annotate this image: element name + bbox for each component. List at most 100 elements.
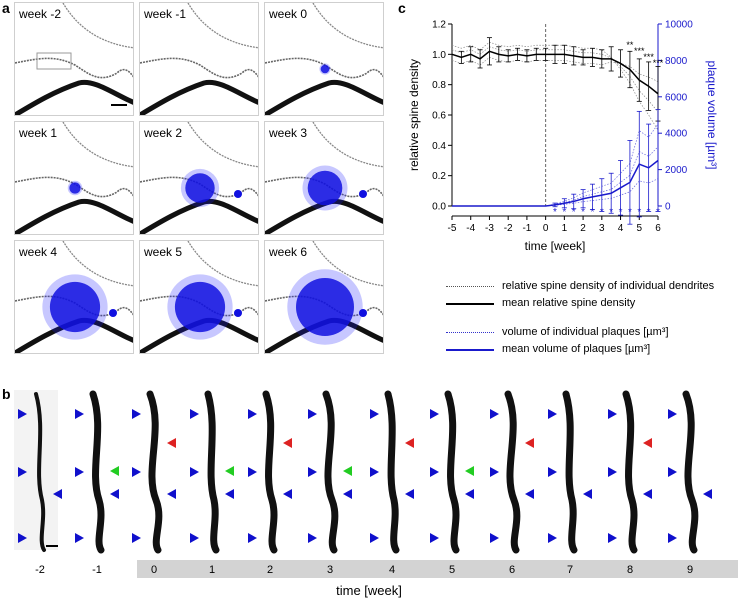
left-axis-label: relative spine density (407, 59, 421, 171)
left-tick-label: 0.2 (432, 171, 446, 182)
spine-arrowhead (370, 467, 379, 477)
spine-arrowhead (490, 533, 499, 543)
spine-arrowhead (308, 409, 317, 419)
right-tick-label: 0 (665, 202, 671, 213)
dendrite-top (312, 122, 383, 168)
dendrite-top (312, 241, 383, 287)
spine-arrowhead (583, 489, 592, 499)
spine-arrowhead (167, 489, 176, 499)
legend-label: relative spine density of individual den… (502, 280, 715, 292)
x-tick-label: -5 (448, 223, 457, 234)
dendrite-segment (682, 390, 699, 554)
spine-arrowhead (343, 489, 352, 499)
spine-arrowhead (430, 533, 439, 543)
legend-swatch (446, 303, 494, 305)
spine-arrowhead (608, 533, 617, 543)
right-tick-label: 6000 (665, 92, 688, 103)
mean-plaque-volume-line (452, 159, 659, 207)
plaque-significance-star: * (656, 207, 660, 218)
micrograph-week-label: week 1 (19, 126, 58, 140)
strip-time-label: 3 (326, 564, 334, 576)
micrograph-week-label: week -1 (144, 7, 187, 21)
spine-arrowhead (608, 409, 617, 419)
spine-arrowhead (608, 467, 617, 477)
micrograph-tile: week -1 (139, 2, 259, 116)
spine-arrowhead (643, 489, 652, 499)
x-tick-label: 5 (636, 223, 642, 234)
new-spine-arrowhead (110, 466, 119, 476)
micrograph-image (140, 122, 258, 234)
spine-arrowhead (75, 467, 84, 477)
right-tick-label: 8000 (665, 56, 688, 67)
micrograph-week-label: week 3 (269, 126, 308, 140)
dendrite-segment (384, 390, 400, 554)
plaque-small (234, 190, 242, 198)
individual-plaque-trace (452, 178, 659, 207)
spine-arrowhead (132, 533, 141, 543)
micrograph-image (265, 241, 383, 353)
zoom-region-box (36, 52, 72, 70)
spine-arrowhead (75, 533, 84, 543)
dendrite-top (62, 3, 133, 49)
spine-arrowhead (248, 533, 257, 543)
strip-time-label: 9 (686, 564, 694, 576)
spine-arrowhead (465, 489, 474, 499)
spine-arrowhead (668, 467, 677, 477)
dendrite-thick (15, 79, 133, 115)
spine-significance-stars: *** (653, 58, 664, 68)
plaque-significance-star: * (619, 207, 623, 218)
dendrite-top (187, 122, 258, 168)
strip-time-label: 7 (566, 564, 574, 576)
strip-time-label: -2 (35, 564, 45, 576)
spine-arrowhead (525, 489, 534, 499)
micrograph-tile: week -2 (14, 2, 134, 116)
strip-time-label: 8 (626, 564, 634, 576)
lost-spine-arrowhead (167, 438, 176, 448)
right-tick-label: 10000 (665, 20, 693, 31)
micrograph-week-label: week 6 (269, 245, 308, 259)
x-tick-label: 4 (618, 223, 624, 234)
new-spine-arrowhead (225, 466, 234, 476)
panel-b-xlabel: time [week] (336, 583, 402, 598)
plaque-significance-star: * (637, 207, 641, 218)
strip-time-label: 5 (448, 564, 456, 576)
legend-swatch (446, 332, 494, 333)
spine-arrowhead (703, 489, 712, 499)
strip-time-label: 6 (508, 564, 516, 576)
dendrite-segment (262, 390, 278, 554)
spine-arrowhead (548, 409, 557, 419)
micrograph-tile: week 1 (14, 121, 134, 235)
legend-label: volume of individual plaques [µm³] (502, 326, 669, 338)
dendrite-top (187, 241, 258, 287)
panel-b-letter: b (2, 386, 11, 402)
plaque (307, 170, 343, 206)
spine-density-plaque-chart: 0.00.20.40.60.81.01.20200040006000800010… (407, 20, 719, 254)
spine-arrowhead (132, 409, 141, 419)
spine-arrowhead (370, 533, 379, 543)
dendrite-segment (146, 390, 163, 554)
x-tick-label: -1 (522, 223, 531, 234)
spine-arrowhead (405, 489, 414, 499)
spine-arrowhead (248, 467, 257, 477)
mean-spine-density-line (451, 50, 659, 95)
spine-arrowhead (490, 409, 499, 419)
micrograph-tile: week 2 (139, 121, 259, 235)
dendrite-top (62, 122, 133, 168)
plaque-significance-star: * (591, 207, 595, 218)
plaque-significance-star: * (553, 207, 557, 218)
dendrite-top (187, 3, 258, 49)
plaque (296, 278, 354, 336)
spine-arrowhead (548, 467, 557, 477)
spine-arrowhead (190, 533, 199, 543)
right-axis-label: plaque volume [µm³] (705, 61, 719, 170)
plaque-small (109, 309, 117, 317)
spine-arrowhead (75, 409, 84, 419)
micrograph-week-label: week 4 (19, 245, 58, 259)
left-tick-label: 0.8 (432, 80, 446, 91)
new-spine-arrowhead (343, 466, 352, 476)
panel-c-letter: c (398, 0, 406, 16)
x-tick-label: 6 (655, 223, 661, 234)
spine-arrowhead (308, 533, 317, 543)
micrograph-image (140, 3, 258, 115)
strip-time-label: 2 (266, 564, 274, 576)
